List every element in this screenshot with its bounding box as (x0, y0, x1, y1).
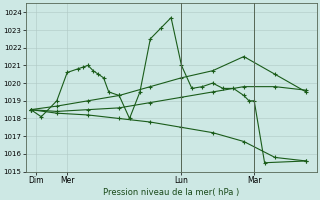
X-axis label: Pression niveau de la mer( hPa ): Pression niveau de la mer( hPa ) (103, 188, 239, 197)
